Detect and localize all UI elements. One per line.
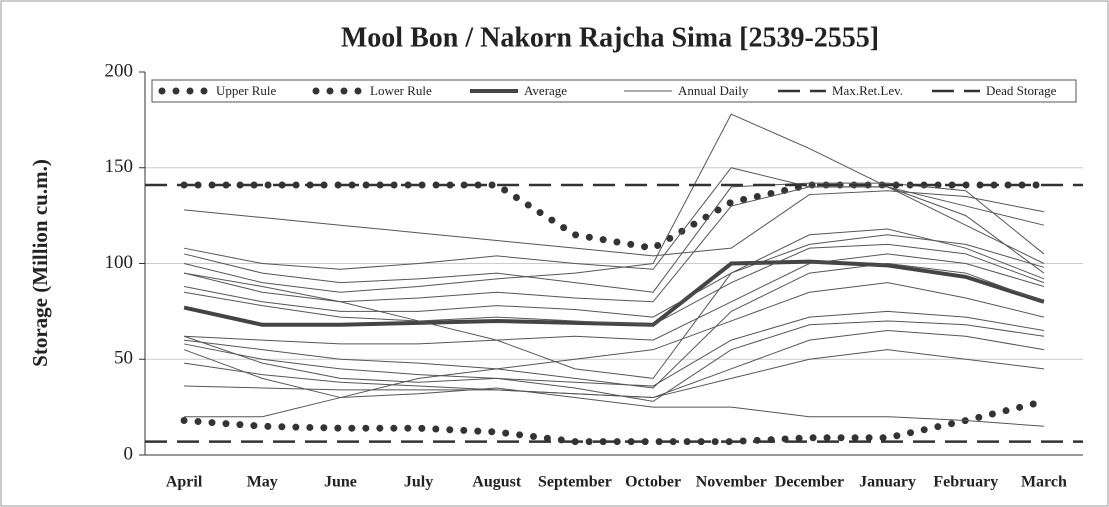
x-tick-label: November [696,474,767,491]
series-line [184,349,1044,399]
x-tick-label: April [166,474,203,491]
x-tick-label: August [472,474,522,491]
legend-label: Annual Daily [678,83,749,98]
series-line [183,320,1044,402]
legend-label: Upper Rule [216,83,277,98]
y-axis-label: Storage (Million cu.m.) [28,159,52,367]
x-tick-label: January [859,474,916,491]
x-tick-label: May [247,474,278,491]
series-line [183,167,1045,270]
series-line [184,253,1045,345]
series-line [183,234,1045,318]
y-tick-label: 50 [114,348,133,369]
x-tick-label: March [1021,474,1067,491]
legend-label: Lower Rule [370,83,432,98]
series-line [183,186,1045,303]
x-tick-label: February [933,474,998,491]
series-line [180,181,1048,252]
series-line [183,349,1044,427]
series-line [183,243,1045,326]
series-line [183,113,1045,293]
series-line [184,282,1045,418]
series-line [183,259,1045,327]
y-tick-label: 200 [105,60,134,81]
x-tick-label: December [775,474,844,491]
series-line [184,262,1045,389]
legend-label: Dead Storage [986,83,1057,98]
legend-label: Max.Ret.Lev. [832,83,903,98]
series-line [183,310,1045,387]
y-tick-label: 0 [124,443,134,464]
chart-title: Mool Bon / Nakorn Rajcha Sima [2539-2555… [341,22,879,53]
legend-box [151,79,1077,103]
y-tick-label: 100 [105,252,134,273]
series-line [183,228,1045,379]
x-tick-label: June [324,474,357,491]
x-tick-label: September [538,474,612,491]
x-tick-label: October [625,474,681,491]
y-tick-label: 150 [105,156,134,177]
x-tick-label: July [404,474,433,491]
legend-label: Average [524,83,567,98]
